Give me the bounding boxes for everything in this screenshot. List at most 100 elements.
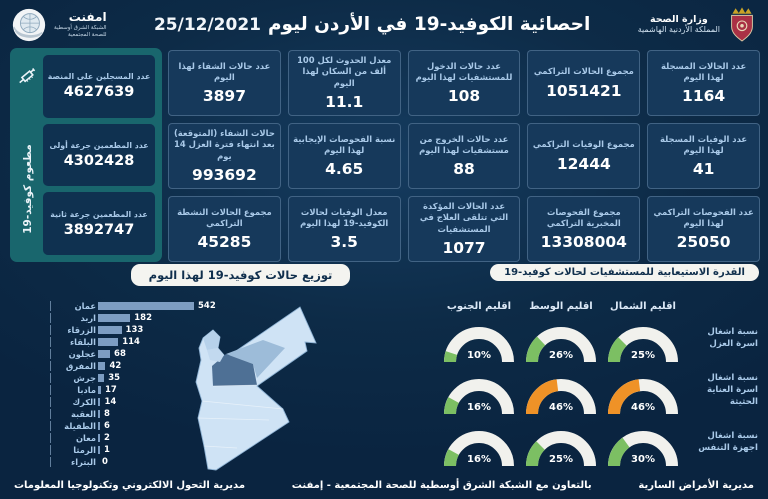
bar-row: الرمثا 1 (50, 444, 265, 456)
gauge: 25% (602, 312, 684, 364)
vaccinated-vertical-label: مطعوم كوفيد-19 (22, 144, 34, 234)
footer: مديرية الأمراض السارية بالتعاون مع الشبك… (0, 472, 768, 499)
gauge-arc-icon (526, 431, 596, 467)
syringe-icon (19, 68, 36, 84)
stat-label: نسبة الفحوصات الإيجابية لهذا اليوم (293, 133, 396, 155)
title-text: احصائية الكوفيد-19 في الأردن ليوم (268, 14, 591, 35)
bar-category-label: جرش (50, 373, 96, 383)
gauge-value: 46% (549, 402, 573, 413)
vaccination-sidebar: عدد المسجلين على المنصة 4627639 عدد المطعم… (10, 48, 162, 262)
stat-value: 88 (453, 160, 475, 179)
bar-row: جرش 35 (50, 372, 265, 384)
vaccination-card: عدد المطعمين جرعة ثانية 3892747 (43, 192, 155, 256)
gauge: 25% (520, 416, 602, 468)
vaccination-card-label: عدد المسجلين على المنصة (47, 72, 151, 82)
bar-value: 2 (104, 433, 110, 443)
bar-row: البتراء 0 (50, 456, 265, 468)
gauge-value: 16% (467, 402, 491, 413)
gauge-section-title: القدرة الاستيعابية للمستشفيات لحالات كوف… (490, 264, 759, 281)
gauge-row-label: نسبة اشغال اجهزة التنفس (698, 430, 758, 453)
vaccination-card: عدد المسجلين على المنصة 4627639 (43, 55, 155, 118)
ministry-line1: وزارة الصحة (649, 14, 708, 25)
bar-value: 8 (104, 409, 110, 419)
stat-label: عدد الفحوصات التراكمي لهذا اليوم (653, 206, 754, 228)
footer-center: بالتعاون مع الشبكة الشرق أوسطية للصحة ال… (291, 480, 592, 491)
stat-label: عدد حالات الخروج من مستشفيات لهذا اليوم (419, 133, 509, 155)
stat-card: عدد الوفيات المسجلة لهذا اليوم 41 (647, 123, 760, 189)
gauge-arc-icon (608, 327, 678, 363)
gauge-arc-icon (444, 379, 514, 415)
stat-card: عدد الحالات المسجلة لهذا اليوم 1164 (647, 50, 760, 116)
bar-category-label: الزرقاء (50, 325, 96, 335)
gauge-value: 25% (549, 454, 573, 465)
bar-value: 14 (104, 397, 117, 407)
bar (98, 374, 105, 382)
bar-chart-title: توزيع حالات كوفيد-19 لهذا اليوم (130, 264, 351, 286)
stat-value: 13308004 (540, 233, 627, 252)
stat-value: 1051421 (546, 81, 622, 100)
bar-row: معان 2 (50, 432, 265, 444)
stat-value: 45285 (197, 233, 252, 252)
stat-card: معدل الحدوث لكل 100 ألف من السكان لهذا ا… (287, 50, 401, 116)
bar-category-label: معان (50, 433, 96, 443)
stat-card: مجموع الحالات التراكمي 1051421 (527, 50, 641, 116)
bar-row: الطفيلة 6 (50, 420, 265, 432)
emphnet-sub1: الشبكة الشرق أوسطية (54, 25, 107, 32)
bar (98, 362, 106, 370)
vaccination-card-label: عدد المطعمين جرعة ثانية (50, 209, 148, 219)
region-header: اقليم الجنوب (446, 301, 512, 312)
jordan-map-icon (195, 306, 317, 471)
stat-card: عدد الفحوصات التراكمي لهذا اليوم 25050 (647, 196, 760, 262)
bar-category-label: البتراء (50, 457, 96, 467)
footer-left: مديرية التحول الالكتروني وتكنولوجيا المع… (14, 480, 246, 491)
gauge-row-label: نسبة اشغال اسرة العناية الحثيثة (706, 372, 758, 408)
gauge-grid-corner (684, 294, 762, 312)
gauge-value: 46% (631, 402, 655, 413)
emphnet-branding: امفنت الشبكة الشرق أوسطية للصحة المجتمعي… (10, 6, 107, 44)
jordan-map (193, 298, 425, 472)
stat-value: 25050 (676, 233, 731, 252)
bar-value: 133 (125, 325, 144, 335)
gauge-value: 10% (467, 350, 491, 361)
stat-label: معدل الحدوث لكل 100 ألف من السكان لهذا ا… (297, 54, 392, 88)
gauge-row-label: نسبة اشغال اسرة العزل (707, 326, 758, 349)
bar (98, 314, 131, 322)
bar-row: عجلون 68 (50, 348, 265, 360)
region-header: اقليم الشمال (610, 301, 676, 312)
stat-card: مجموع الفحوصات المخبرية التراكمي 13308004 (527, 196, 641, 262)
stat-card: مجموع الوفيات التراكمي 12444 (527, 123, 641, 189)
emphnet-name: امفنت (68, 10, 107, 25)
stat-value: 108 (447, 87, 481, 106)
bar-category-label: عمان (50, 301, 96, 311)
bar-category-label: البلقاء (50, 337, 96, 347)
ministry-line2: المملكة الأردنية الهاشمية (637, 25, 720, 35)
stat-value: 3897 (202, 87, 246, 106)
stat-card: عدد حالات الدخول للمستشفيات لهذا اليوم 10… (407, 50, 521, 116)
stat-value: 11.1 (325, 93, 364, 112)
bar-row: مادبا 17 (50, 384, 265, 396)
bar (98, 410, 100, 418)
stat-value: 4.65 (325, 160, 364, 179)
stat-label: عدد الحالات المؤكدة التي تتلقى العلاج في… (419, 200, 509, 234)
bar-value: 6 (104, 421, 110, 431)
stat-card: عدد حالات الشفاء لهذا اليوم 3897 (168, 50, 281, 116)
stat-label: مجموع الحالات النشطة التراكمي (177, 206, 272, 228)
bar-category-label: المفرق (50, 361, 96, 371)
stat-card: مجموع الحالات النشطة التراكمي 45285 (168, 196, 281, 262)
bar-category-label: الرمثا (50, 445, 96, 455)
cases-distribution-panel: توزيع حالات كوفيد-19 لهذا اليوم عمان 542 ا… (48, 264, 433, 472)
bar-value: 68 (114, 349, 126, 359)
stat-label: عدد حالات الدخول للمستشفيات لهذا اليوم (415, 60, 513, 82)
gauge-value: 25% (631, 350, 655, 361)
bar-row: المفرق 42 (50, 360, 265, 372)
bar-category-label: الطفيلة (50, 421, 96, 431)
bar (98, 302, 194, 310)
gauge-grid: اقليم الشمال اقليم الوسط اقليم الجنوب نسبة … (437, 294, 762, 468)
bar (98, 398, 101, 406)
ministry-name: وزارة الصحة المملكة الأردنية الهاشمية (638, 14, 720, 35)
gauge: 10% (438, 312, 520, 364)
stat-label: عدد الحالات المسجلة لهذا اليوم (660, 60, 747, 82)
stat-label: مجموع الفحوصات المخبرية التراكمي (546, 206, 621, 228)
emphnet-sub2: للصحة المجتمعية (68, 32, 107, 38)
stat-card: عدد حالات الخروج من مستشفيات لهذا اليوم 8… (407, 123, 521, 189)
